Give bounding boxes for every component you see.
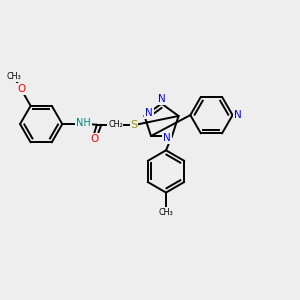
Text: CH₃: CH₃	[159, 208, 173, 217]
Text: N: N	[163, 133, 171, 143]
Text: N: N	[158, 94, 165, 104]
Text: CH₃: CH₃	[7, 73, 21, 82]
Text: NH: NH	[76, 118, 91, 128]
Text: O: O	[91, 134, 99, 144]
Text: N: N	[234, 110, 242, 120]
Text: O: O	[17, 84, 25, 94]
Text: CH₂: CH₂	[108, 120, 123, 129]
Text: N: N	[145, 108, 153, 118]
Text: S: S	[130, 120, 138, 130]
